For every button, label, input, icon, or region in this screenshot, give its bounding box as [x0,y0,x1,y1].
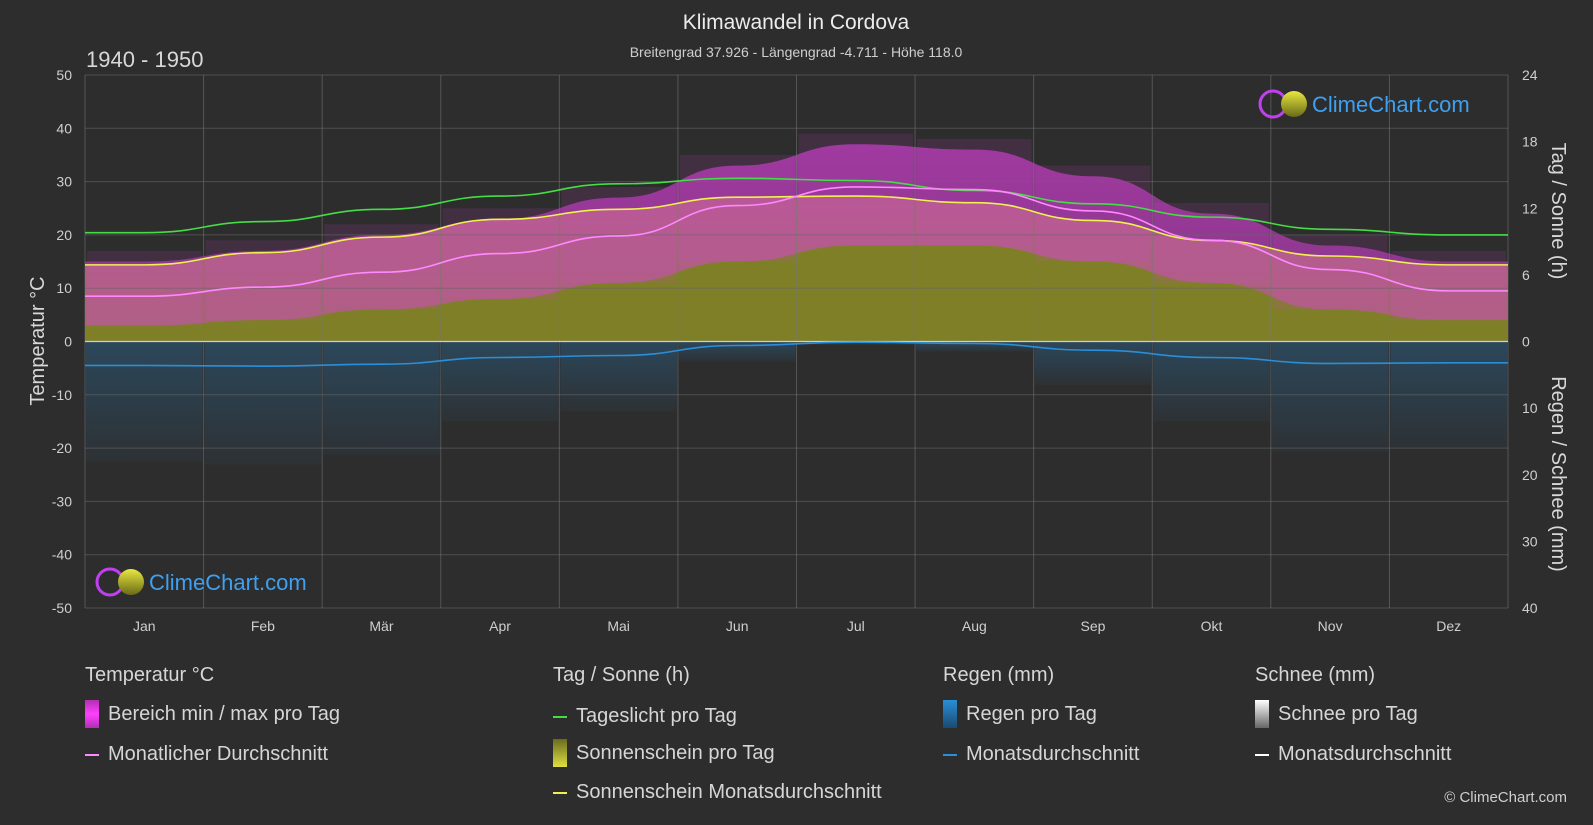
x-tick-label: Feb [251,618,275,634]
legend-title-temperature: Temperatur °C [85,664,215,686]
legend-item-snow-avg: Monatsdurchschnitt [1255,743,1451,766]
x-tick-label: Jul [847,618,865,634]
logo-text: ClimeChart.com [149,570,307,595]
legend-title-sun: Tag / Sonne (h) [553,664,690,686]
temp-range-bar-Feb [205,240,321,321]
y-tick-left: -40 [52,547,72,563]
y-axis-right-bottom-title: Regen / Schnee (mm) [1547,376,1569,572]
logo-bottom-left[interactable]: ClimeChart.com [95,567,307,597]
legend-item-daylight: Tageslicht pro Tag [553,705,737,728]
rain-bar-Mär [323,341,440,455]
rain-bar-Jan [86,341,203,462]
x-tick-label: Jan [133,618,156,634]
legend-label: Regen pro Tag [966,702,1097,725]
legend-item-temp-avg: Monatlicher Durchschnitt [85,743,328,766]
legend-item-snow: Schnee pro Tag [1255,700,1418,728]
temp-range-bar-Jul [798,133,914,246]
logo-top-right[interactable]: ClimeChart.com [1258,89,1470,119]
legend-label: Bereich min / max pro Tag [108,702,340,725]
legend-label: Sonnenschein Monatsdurchschnitt [576,781,882,803]
snow-avg-swatch [1255,753,1269,756]
temp-range-bar-Mär [324,224,439,310]
snow-swatch [1255,700,1269,728]
legend-item-sunshine-avg: Sonnenschein Monatsdurchschnitt [553,781,882,804]
y-tick-left: 50 [56,67,72,83]
temp-range-swatch [85,700,99,728]
legend-label: Schnee pro Tag [1278,702,1418,725]
y-tick-right-top: 18 [1522,134,1538,150]
y-tick-right-top: 6 [1522,267,1530,283]
legend-label: Sonnenschein pro Tag [576,741,775,764]
y-tick-right-bottom: 30 [1522,533,1538,549]
legend-label: Monatsdurchschnitt [1278,743,1452,765]
temp-range-bar-Aug [917,138,1032,246]
chart-title: Klimawandel in Cordova [683,11,910,34]
y-axis-left-title: Temperatur °C [27,276,49,405]
logo-sun-icon [1281,91,1307,117]
temp-avg-line [85,186,1508,297]
y-tick-left: 20 [56,227,72,243]
temp-range-bar-Jun [679,154,795,262]
legend-item-temp-range: Bereich min / max pro Tag [85,700,340,728]
rain-bar-Feb [204,341,322,465]
x-tick-label: Mai [607,618,630,634]
y-tick-left: -10 [52,387,72,403]
y-tick-right-bottom: 40 [1522,600,1538,616]
temp-range-bar-Sep [1035,165,1151,262]
data-lines [85,177,1508,367]
rain-bar-Jul [797,341,915,345]
temp-range-bar-Nov [1272,234,1388,310]
y-tick-right-top: 0 [1522,334,1530,350]
period-label: 1940 - 1950 [86,47,203,72]
legend-label: Tageslicht pro Tag [576,705,737,727]
y-tick-right-bottom: 10 [1522,400,1538,416]
rain-bar-Mai [560,341,677,412]
grid-lines [84,74,1509,609]
y-tick-right-bottom: 20 [1522,467,1538,483]
x-tick-label: Okt [1201,618,1223,634]
y-tick-left: 40 [56,120,72,136]
sunshine-avg-swatch [553,791,567,794]
legend-title-rain: Regen (mm) [943,664,1055,686]
sunshine-swatch [553,739,567,767]
rain-avg-line [85,341,1508,367]
x-tick-label: Dez [1436,618,1461,634]
legend-item-sunshine: Sonnenschein pro Tag [553,739,775,767]
x-tick-label: Sep [1080,618,1105,634]
legend-label: Monatlicher Durchschnitt [108,743,329,765]
y-tick-left: 10 [56,280,72,296]
x-tick-label: Apr [489,618,511,634]
x-tick-label: Nov [1318,618,1343,634]
copyright: © ClimeChart.com [1444,789,1567,806]
y-tick-right-top: 12 [1522,200,1538,216]
rain-avg-swatch [943,753,957,756]
logo-text: ClimeChart.com [1312,92,1470,117]
daylight-swatch [553,715,567,718]
legend-label: Monatsdurchschnitt [966,743,1140,765]
y-tick-right-top: 24 [1522,67,1538,83]
daylight-line [85,177,1508,236]
x-tick-label: Jun [726,618,749,634]
chart-subtitle: Breitengrad 37.926 - Längengrad -4.711 -… [630,44,963,60]
y-tick-left: -50 [52,600,72,616]
legend-title-snow: Schnee (mm) [1255,664,1376,686]
rain-swatch [943,700,957,728]
y-tick-left: -20 [52,440,72,456]
legend-item-rain-avg: Monatsdurchschnitt [943,743,1139,766]
rain-bar-Aug [916,341,1033,352]
temp-avg-swatch [85,753,99,756]
rain-bar-Apr [441,341,559,422]
axes: 50 40 30 20 10 0 -10 -20 -30 -40 -50 24 18 12 6 0 10 20 30… [52,67,1538,634]
x-tick-label: Mär [369,618,393,634]
logo-sun-icon [118,569,144,595]
legend-item-rain: Regen pro Tag [943,700,1097,728]
y-tick-left: -30 [52,493,72,509]
y-tick-left: 30 [56,174,72,190]
y-axis-right-top-title: Tag / Sonne (h) [1547,143,1569,280]
x-tick-label: Aug [962,618,987,634]
y-tick-left: 0 [64,334,72,350]
rain-bar-Okt [1153,341,1270,422]
rain-bar-Nov [1271,341,1389,452]
